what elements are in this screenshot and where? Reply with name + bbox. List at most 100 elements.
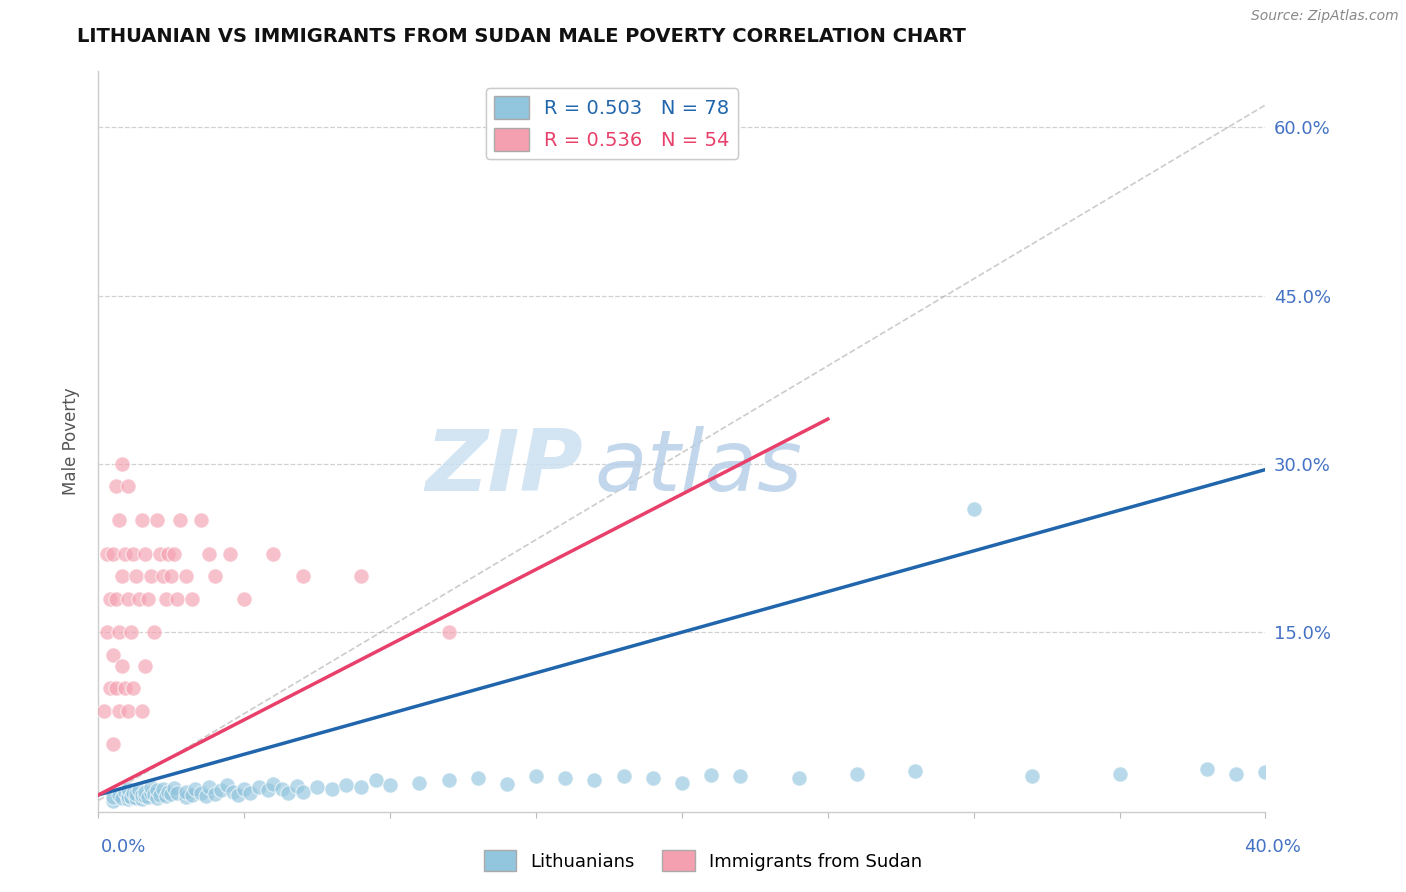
Point: [198, 780, 221, 794]
Point: [131, 792, 153, 806]
Point: [437, 625, 460, 640]
Point: [136, 591, 159, 606]
Point: [380, 778, 402, 792]
Point: [524, 769, 547, 783]
Point: [262, 777, 284, 791]
Point: [1254, 765, 1277, 780]
Point: [169, 513, 191, 527]
Point: [101, 648, 124, 662]
Point: [117, 789, 139, 803]
Point: [174, 790, 197, 805]
Point: [142, 787, 165, 801]
Point: [117, 782, 139, 797]
Point: [787, 771, 810, 785]
Point: [437, 773, 460, 788]
Point: [108, 704, 131, 718]
Point: [111, 659, 134, 673]
Text: atlas: atlas: [595, 426, 803, 509]
Legend: Lithuanians, Immigrants from Sudan: Lithuanians, Immigrants from Sudan: [477, 843, 929, 879]
Point: [142, 625, 165, 640]
Point: [239, 786, 262, 800]
Point: [350, 569, 373, 583]
Point: [131, 513, 153, 527]
Point: [291, 569, 314, 583]
Point: [277, 786, 299, 800]
Point: [139, 780, 162, 794]
Point: [125, 791, 148, 805]
Point: [104, 681, 127, 696]
Point: [180, 788, 202, 802]
Point: [149, 788, 172, 802]
Point: [125, 569, 148, 583]
Point: [846, 766, 869, 780]
Point: [904, 764, 927, 779]
Point: [149, 547, 172, 561]
Point: [160, 569, 183, 583]
Point: [228, 788, 250, 802]
Point: [190, 786, 212, 800]
Point: [350, 780, 373, 794]
Point: [160, 787, 183, 801]
Point: [98, 681, 121, 696]
Point: [1108, 766, 1130, 780]
Point: [221, 784, 243, 798]
Point: [247, 780, 270, 794]
Point: [134, 547, 156, 561]
Point: [139, 569, 162, 583]
Point: [152, 569, 174, 583]
Point: [262, 547, 284, 561]
Point: [190, 513, 212, 527]
Point: [96, 625, 118, 640]
Point: [335, 778, 357, 792]
Point: [155, 591, 177, 606]
Point: [134, 789, 156, 803]
Point: [700, 767, 723, 781]
Point: [101, 790, 124, 805]
Point: [256, 783, 278, 797]
Point: [98, 591, 121, 606]
Point: [180, 591, 202, 606]
Point: [467, 771, 489, 785]
Point: [157, 784, 180, 798]
Point: [285, 779, 308, 793]
Point: [195, 789, 218, 803]
Point: [307, 780, 329, 794]
Legend: R = 0.503   N = 78, R = 0.536   N = 54: R = 0.503 N = 78, R = 0.536 N = 54: [486, 88, 738, 159]
Point: [183, 782, 205, 797]
Point: [215, 778, 238, 792]
Point: [163, 547, 186, 561]
Point: [120, 790, 142, 805]
Point: [117, 792, 139, 806]
Point: [114, 784, 136, 798]
Point: [291, 784, 314, 798]
Point: [131, 788, 153, 802]
Point: [136, 790, 159, 805]
Point: [122, 547, 145, 561]
Point: [671, 775, 693, 789]
Point: [166, 786, 188, 800]
Point: [125, 787, 148, 801]
Point: [117, 704, 139, 718]
Point: [271, 782, 294, 797]
Text: ZIP: ZIP: [425, 426, 582, 509]
Point: [364, 773, 387, 788]
Point: [120, 625, 142, 640]
Point: [104, 591, 127, 606]
Point: [233, 591, 256, 606]
Text: 40.0%: 40.0%: [1244, 838, 1301, 855]
Point: [128, 591, 150, 606]
Point: [1021, 769, 1043, 783]
Point: [198, 547, 221, 561]
Point: [157, 547, 180, 561]
Point: [96, 547, 118, 561]
Point: [174, 784, 197, 798]
Point: [146, 783, 169, 797]
Point: [554, 771, 576, 785]
Text: 0.0%: 0.0%: [101, 838, 146, 855]
Point: [108, 625, 131, 640]
Point: [730, 769, 752, 783]
Point: [496, 777, 519, 791]
Point: [152, 782, 174, 797]
Text: Source: ZipAtlas.com: Source: ZipAtlas.com: [1251, 9, 1399, 23]
Point: [612, 769, 634, 783]
